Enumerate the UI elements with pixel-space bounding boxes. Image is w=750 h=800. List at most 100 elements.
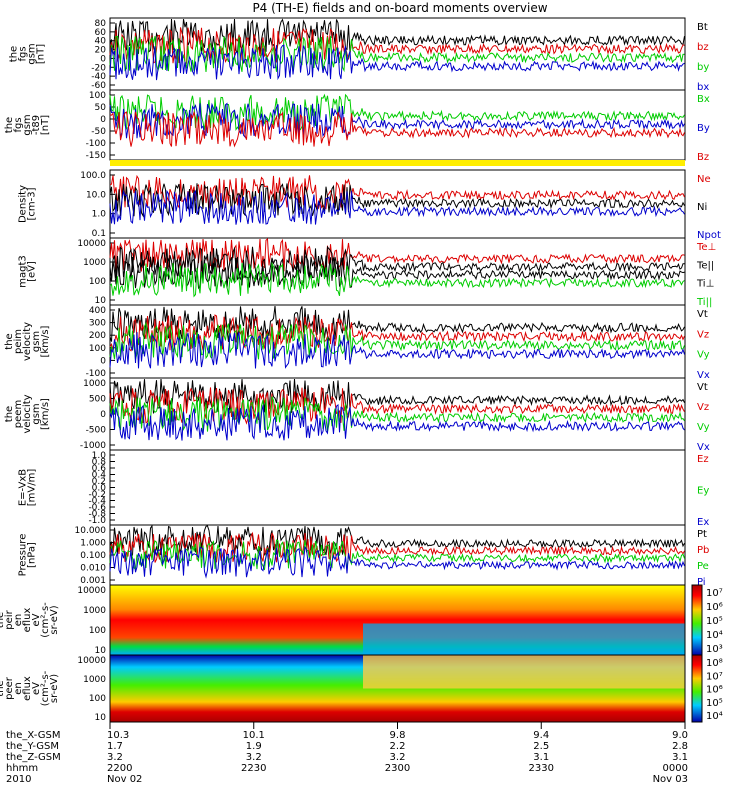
y-tick-label: 10000 — [77, 239, 106, 249]
series-line — [109, 314, 685, 352]
colorbar-tick-label: 10⁷ — [706, 588, 723, 599]
y-tick-label: 0.1 — [92, 229, 106, 239]
colorbar — [691, 584, 703, 656]
x-axis-value: 2.5 — [533, 741, 549, 752]
series-line — [109, 321, 685, 360]
y-tick-label: 0.0 — [92, 484, 107, 494]
y-tick-label: 100.0 — [80, 171, 106, 181]
series-line — [109, 27, 685, 65]
legend-label: Vx — [697, 442, 710, 453]
x-axis-value: 1.7 — [107, 741, 123, 752]
legend-label: Pb — [697, 545, 709, 556]
legend-label: Ti|| — [696, 297, 712, 308]
panel-efield: E=-VxB[mV/m]1.00.80.60.40.20.0-0.2-0.4-0… — [18, 449, 709, 528]
series-line — [109, 404, 685, 441]
panel-ylabel: thefgsgsm-t89[nT] — [4, 114, 51, 135]
y-tick-label: 100 — [89, 626, 106, 636]
panel-ylabel: thepeimvelocitygsm[km/s] — [4, 322, 51, 361]
series-line — [109, 387, 685, 425]
y-tick-label: 10.000 — [75, 526, 107, 536]
panel-electron_spectrogram: thepeerenefluxeV(cm²-s-sr-eV) 10000 1000 10… — [0, 654, 723, 723]
y-tick-label: -0.2 — [88, 490, 106, 500]
colorbar-tick-label: 10⁷ — [706, 671, 723, 682]
y-tick-label: 40 — [95, 37, 107, 47]
y-tick-label: -40 — [91, 72, 106, 82]
y-tick-label: 1.000 — [80, 539, 106, 549]
legend-label: Vx — [697, 370, 710, 381]
x-axis-value: Nov 03 — [653, 774, 688, 785]
legend-label: Bx — [697, 94, 710, 105]
legend-label: Te⊥ — [696, 242, 716, 253]
series-line — [109, 110, 685, 148]
series-line — [109, 44, 685, 81]
series-line — [109, 174, 685, 210]
legend-label: Pe — [697, 561, 709, 572]
legend-label: Ex — [697, 517, 709, 528]
x-axis-labels: the_X-GSMthe_Y-GSMthe_Z-GSMhhmm201010.31… — [6, 722, 688, 785]
legend-label: Vt — [697, 309, 708, 320]
y-tick-label: 10.0 — [86, 190, 106, 200]
y-tick-label: 400 — [89, 306, 106, 316]
series-line — [109, 18, 685, 55]
x-axis-value: 2200 — [107, 763, 132, 774]
y-tick-label: 1000 — [83, 379, 106, 389]
y-tick-label: 0 — [100, 410, 106, 420]
y-tick-label: 100 — [89, 344, 106, 354]
x-axis-value: 9.8 — [390, 730, 406, 741]
y-tick-label: 1.0 — [92, 210, 107, 220]
y-tick-label: 0.6 — [92, 464, 107, 474]
y-tick-label: 1000 — [83, 258, 106, 268]
legend-label: Bt — [697, 22, 708, 33]
colorbar-tick-label: 10⁸ — [706, 658, 723, 669]
panel-ion_velocity: thepeimvelocitygsm[km/s] 400 300 200 100 0 -10… — [4, 304, 710, 381]
panel-ylabel: thepeerenefluxeV(cm²-s-sr-eV) — [0, 670, 60, 706]
panel-ylabel: thepeirenefluxeV(cm²-s-sr-eV) — [0, 602, 60, 638]
panel-frame — [109, 377, 686, 451]
legend-label: Vy — [697, 350, 710, 361]
y-tick-label: 500 — [89, 395, 106, 405]
series-line — [109, 539, 685, 571]
panel-ion_spectrogram: thepeirenefluxeV(cm²-s-sr-eV) 10000 1000 10… — [0, 584, 723, 656]
series-line — [109, 35, 685, 73]
y-tick-label: 10 — [95, 713, 107, 723]
y-tick-label: 200 — [89, 331, 106, 341]
x-axis-value: 10.3 — [107, 730, 129, 741]
legend-label: Vz — [697, 329, 709, 340]
y-tick-label: 0.001 — [80, 576, 106, 586]
series-line — [109, 102, 685, 139]
x-axis-row-label: 2010 — [6, 774, 31, 785]
y-tick-label: -0.8 — [88, 510, 106, 520]
legend-label: bx — [697, 82, 709, 93]
x-axis-value: 9.0 — [672, 730, 688, 741]
y-tick-label: 100 — [89, 91, 106, 101]
x-axis-value: 2300 — [385, 763, 410, 774]
x-axis-value: 1.9 — [246, 741, 262, 752]
y-tick-label: 0.4 — [92, 471, 107, 481]
y-tick-label: -0.6 — [88, 503, 106, 513]
panel-frame — [109, 449, 686, 526]
x-axis-value: 3.2 — [107, 752, 123, 763]
legend-label: Npot — [697, 230, 721, 241]
panel-ylabel: Density[cm-3] — [18, 185, 38, 223]
spectrogram-lowflux-region — [363, 623, 685, 655]
series-line — [109, 183, 685, 218]
legend-label: Pt — [697, 529, 707, 540]
x-axis-row-label: the_X-GSM — [6, 730, 60, 741]
x-axis-value: 3.1 — [672, 752, 688, 763]
legend-label: Ti⊥ — [696, 279, 714, 290]
y-tick-label: 10 — [95, 646, 107, 656]
panel-ylabel: E=-VxB[mV/m] — [18, 469, 38, 507]
series-line — [109, 332, 685, 369]
y-tick-label: 10000 — [77, 656, 106, 666]
x-axis-value: Nov 02 — [107, 774, 142, 785]
y-tick-label: 0 — [100, 356, 106, 366]
series-line — [109, 238, 685, 272]
x-axis-row-label: the_Y-GSM — [6, 741, 59, 752]
y-tick-label: -150 — [86, 151, 107, 161]
y-tick-label: -0.4 — [88, 497, 106, 507]
series-line — [109, 93, 685, 132]
y-tick-label: 1.0 — [92, 451, 107, 461]
colorbar-tick-label: 10⁵ — [706, 698, 723, 709]
series-line — [109, 245, 685, 281]
